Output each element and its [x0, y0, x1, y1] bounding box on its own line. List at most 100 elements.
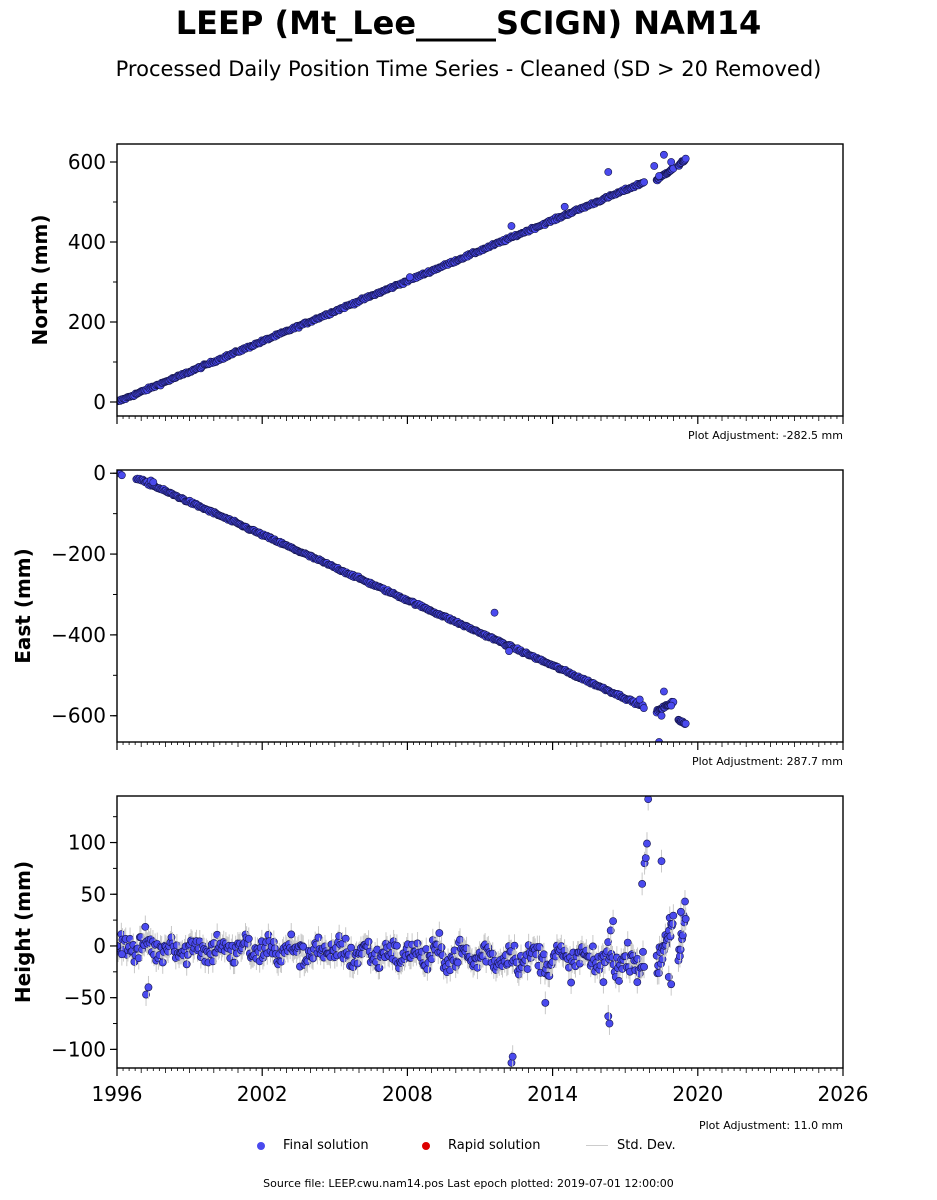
east-outlier-point	[490, 608, 499, 617]
height-outlier-point	[599, 978, 608, 987]
north-ytick-label: 600	[68, 150, 106, 174]
height-data-point	[158, 958, 167, 967]
xtick-label: 2008	[382, 1082, 433, 1106]
north-outlier-point	[560, 202, 569, 211]
height-data-point	[437, 943, 446, 952]
east-outlier-point	[505, 647, 513, 655]
height-outlier-point	[641, 854, 650, 862]
height-ytick-label: 0	[93, 934, 106, 958]
east-frame	[116, 469, 844, 743]
height-data-point	[588, 942, 597, 951]
height-data-point	[681, 897, 689, 906]
xtick-label: 1996	[92, 1082, 143, 1106]
height-outlier-point	[541, 998, 550, 1007]
legend-final-solution: Final solution	[257, 1138, 369, 1153]
east-ytick-label: −600	[51, 704, 106, 728]
north-data-point	[681, 154, 690, 163]
east-outlier-point	[117, 471, 126, 480]
height-outlier-point	[633, 978, 642, 987]
height-ytick-label: 100	[68, 831, 106, 855]
height-data-point	[615, 977, 623, 985]
height-outlier-point	[609, 917, 617, 926]
east-outlier-point	[657, 711, 666, 720]
chart-title: LEEP (Mt_Lee_____SCIGN) NAM14	[175, 4, 762, 42]
height-outlier-point	[657, 857, 666, 866]
xtick-label: 2026	[818, 1082, 869, 1106]
xtick-label: 2014	[527, 1082, 578, 1106]
north-outlier-point	[650, 162, 659, 170]
height-data-point	[134, 954, 143, 963]
height-data-point	[681, 914, 690, 923]
height-data-point	[392, 941, 401, 950]
height-data-point	[539, 950, 548, 959]
height-data-point	[668, 919, 677, 928]
height-panel: 100 50 0 −50 −100 Height (mm)	[11, 795, 844, 1076]
height-ytick-label: −100	[51, 1037, 106, 1061]
height-data-point	[633, 954, 642, 963]
height-outlier-point	[667, 980, 676, 989]
height-data-point	[675, 952, 684, 961]
height-data-point	[567, 978, 576, 987]
east-points	[117, 470, 690, 742]
north-ylabel: North (mm)	[28, 214, 52, 345]
height-outlier-point	[508, 1052, 517, 1061]
east-plot-adjustment: Plot Adjustment: 287.7 mm	[691, 755, 843, 768]
height-data-point	[299, 942, 308, 951]
east-outlier-point	[149, 478, 158, 487]
height-data-point	[341, 934, 350, 943]
north-frame	[116, 143, 844, 417]
legend-rapid-solution: Rapid solution	[422, 1138, 540, 1153]
legend-std-label: Std. Dev.	[617, 1138, 676, 1153]
height-data-point	[309, 954, 317, 963]
east-ytick-label: 0	[93, 461, 106, 485]
height-outlier-point	[606, 926, 615, 935]
height-plot-adjustment: Plot Adjustment: 11.0 mm	[698, 1119, 843, 1132]
height-data-point	[347, 943, 356, 952]
east-outlier-point	[660, 687, 668, 696]
height-data-point	[456, 935, 464, 944]
east-ylabel: East (mm)	[11, 548, 35, 664]
east-outlier-point	[667, 701, 676, 710]
height-frame	[116, 795, 844, 1069]
height-data-point	[335, 932, 344, 941]
height-outlier-point	[643, 839, 651, 848]
height-data-point	[453, 958, 462, 967]
height-outlier-point	[638, 880, 647, 888]
height-outlier-point	[664, 973, 673, 981]
final-solution-marker-icon	[257, 1141, 265, 1150]
height-data-point	[375, 963, 384, 972]
north-outlier-point	[660, 150, 668, 159]
height-data-point	[435, 929, 444, 937]
height-data-point	[182, 960, 191, 969]
height-data-point	[678, 931, 687, 940]
height-data-point	[314, 933, 323, 942]
east-data-point	[639, 704, 648, 712]
east-ytick-label: −200	[51, 542, 106, 566]
north-panel: 0 200 400 600 North (mm)	[28, 143, 844, 424]
height-data-point	[244, 934, 253, 943]
east-outlier-point	[635, 695, 644, 704]
height-data-point	[575, 959, 584, 968]
north-ytick-label: 400	[68, 230, 106, 254]
height-data-point	[523, 965, 532, 973]
north-points	[117, 150, 690, 406]
east-ytick-label: −400	[51, 623, 106, 647]
east-panel: 0 −200 −400 −600 East (mm)	[11, 461, 844, 750]
height-data-point	[640, 962, 648, 971]
height-outlier-point	[117, 950, 126, 959]
east-outlier-point	[655, 738, 663, 742]
north-outlier-point	[655, 172, 663, 180]
north-ytick-label: 200	[68, 310, 106, 334]
rapid-solution-marker-icon	[422, 1141, 430, 1150]
north-outlier-point	[405, 273, 414, 282]
north-data-point	[640, 178, 648, 187]
chart-subtitle: Processed Daily Position Time Series - C…	[115, 57, 822, 81]
height-points	[117, 796, 690, 1068]
xtick-label: 2002	[237, 1082, 288, 1106]
std-dev-line-icon	[586, 1145, 608, 1146]
north-plot-adjustment: Plot Adjustment: -282.5 mm	[688, 429, 843, 442]
height-data-point	[604, 938, 613, 947]
source-footer: Source file: LEEP.cwu.nam14.pos Last epo…	[263, 1177, 674, 1190]
height-outlier-point	[604, 1012, 613, 1021]
height-data-point	[676, 945, 685, 954]
